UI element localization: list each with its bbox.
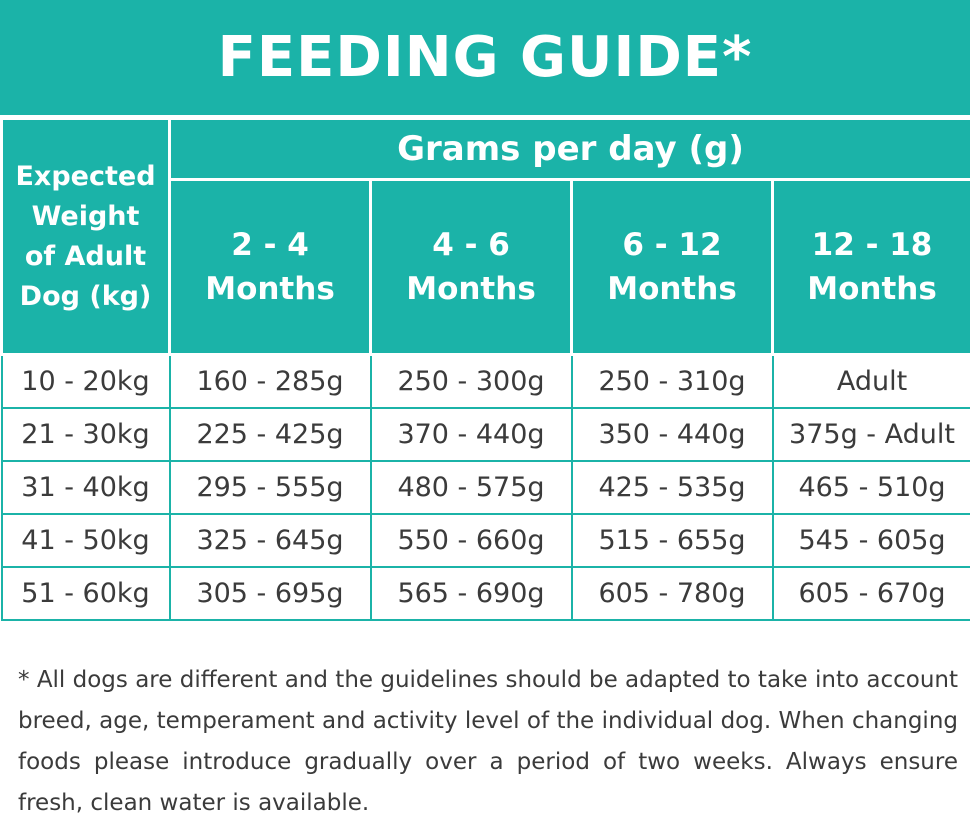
weight-header-line: Dog (kg) bbox=[3, 277, 168, 317]
grams-cell: 605 - 780g bbox=[572, 567, 773, 620]
age-column-header: 12 - 18 Months bbox=[773, 180, 970, 355]
age-unit: Months bbox=[573, 267, 771, 311]
grams-cell: 550 - 660g bbox=[371, 514, 572, 567]
grams-cell: 325 - 645g bbox=[170, 514, 371, 567]
grams-cell: 480 - 575g bbox=[371, 461, 572, 514]
grams-cell: 250 - 300g bbox=[371, 355, 572, 409]
table-row: 21 - 30kg 225 - 425g 370 - 440g 350 - 44… bbox=[2, 408, 970, 461]
age-unit: Months bbox=[774, 267, 970, 311]
table-row: 31 - 40kg 295 - 555g 480 - 575g 425 - 53… bbox=[2, 461, 970, 514]
grams-cell: 565 - 690g bbox=[371, 567, 572, 620]
feeding-table: Expected Weight of Adult Dog (kg) Grams … bbox=[0, 117, 970, 621]
grams-cell: 375g - Adult bbox=[773, 408, 970, 461]
grams-cell: 545 - 605g bbox=[773, 514, 970, 567]
weight-header-line: of Adult bbox=[3, 237, 168, 277]
grams-cell: 350 - 440g bbox=[572, 408, 773, 461]
weight-header-line: Expected bbox=[3, 157, 168, 197]
age-column-header: 2 - 4 Months bbox=[170, 180, 371, 355]
age-range: 4 - 6 bbox=[372, 223, 570, 267]
table-row: 41 - 50kg 325 - 645g 550 - 660g 515 - 65… bbox=[2, 514, 970, 567]
grams-cell: 295 - 555g bbox=[170, 461, 371, 514]
weight-cell: 31 - 40kg bbox=[2, 461, 170, 514]
age-column-header: 6 - 12 Months bbox=[572, 180, 773, 355]
grams-cell: Adult bbox=[773, 355, 970, 409]
weight-header-line: Weight bbox=[3, 197, 168, 237]
age-range: 12 - 18 bbox=[774, 223, 970, 267]
footnote: * All dogs are different and the guideli… bbox=[18, 660, 958, 824]
age-unit: Months bbox=[372, 267, 570, 311]
age-range: 6 - 12 bbox=[573, 223, 771, 267]
grams-per-day-header: Grams per day (g) bbox=[170, 119, 970, 180]
grams-cell: 160 - 285g bbox=[170, 355, 371, 409]
grams-cell: 305 - 695g bbox=[170, 567, 371, 620]
age-unit: Months bbox=[171, 267, 369, 311]
weight-cell: 51 - 60kg bbox=[2, 567, 170, 620]
grams-cell: 250 - 310g bbox=[572, 355, 773, 409]
grams-cell: 425 - 535g bbox=[572, 461, 773, 514]
grams-cell: 515 - 655g bbox=[572, 514, 773, 567]
weight-cell: 21 - 30kg bbox=[2, 408, 170, 461]
weight-cell: 41 - 50kg bbox=[2, 514, 170, 567]
weight-column-header: Expected Weight of Adult Dog (kg) bbox=[2, 119, 170, 355]
page-title: FEEDING GUIDE* bbox=[0, 0, 970, 115]
weight-cell: 10 - 20kg bbox=[2, 355, 170, 409]
age-column-header: 4 - 6 Months bbox=[371, 180, 572, 355]
age-range: 2 - 4 bbox=[171, 223, 369, 267]
table-row: 10 - 20kg 160 - 285g 250 - 300g 250 - 31… bbox=[2, 355, 970, 409]
grams-cell: 370 - 440g bbox=[371, 408, 572, 461]
grams-cell: 225 - 425g bbox=[170, 408, 371, 461]
table-row: 51 - 60kg 305 - 695g 565 - 690g 605 - 78… bbox=[2, 567, 970, 620]
grams-cell: 605 - 670g bbox=[773, 567, 970, 620]
grams-cell: 465 - 510g bbox=[773, 461, 970, 514]
